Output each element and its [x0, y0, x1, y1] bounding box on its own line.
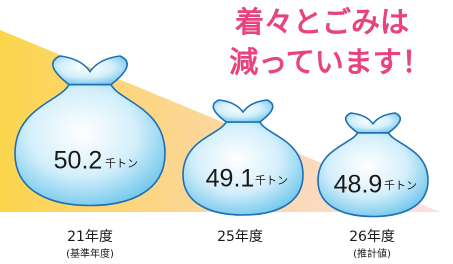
amount: 49.1 [206, 165, 255, 193]
title-line: 減っています！ [229, 45, 431, 79]
unit: 千トン [255, 174, 288, 187]
amount: 50.2 [54, 147, 103, 175]
unit: 千トン [105, 157, 138, 170]
year-label: 21年度 [67, 229, 113, 245]
amount: 48.9 [334, 171, 383, 199]
year-label: 25年度 [217, 229, 263, 245]
bag [318, 113, 428, 217]
infographic: 着々とごみは 減っています！ 50.2 千トン 49.1 千トン 48.9 千ト… [0, 0, 453, 264]
unit: 千トン [384, 179, 417, 192]
year-note: (推計値) [353, 247, 391, 260]
page: 着々とごみは 減っています！ 50.2 千トン 49.1 千トン 48.9 千ト… [0, 0, 453, 264]
year-label: 26年度 [349, 229, 395, 245]
title-line: 着々とごみは [234, 5, 409, 39]
year-note: (基準年度) [66, 247, 114, 260]
